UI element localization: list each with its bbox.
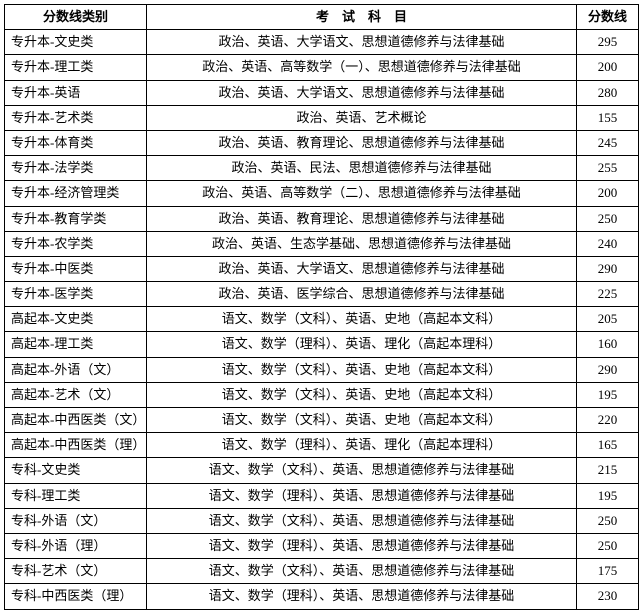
- table-row: 专升本-医学类政治、英语、医学综合、思想道德修养与法律基础225: [5, 282, 639, 307]
- subjects-cell: 语文、数学（文科）、英语、思想道德修养与法律基础: [147, 458, 577, 483]
- score-cell: 245: [577, 130, 639, 155]
- score-cell: 220: [577, 408, 639, 433]
- score-cell: 250: [577, 533, 639, 558]
- score-cell: 280: [577, 80, 639, 105]
- score-cell: 230: [577, 584, 639, 609]
- subjects-cell: 政治、英语、生态学基础、思想道德修养与法律基础: [147, 231, 577, 256]
- subjects-cell: 语文、数学（理科）、英语、思想道德修养与法律基础: [147, 483, 577, 508]
- score-cell: 195: [577, 483, 639, 508]
- category-cell: 专升本-文史类: [5, 30, 147, 55]
- category-cell: 高起本-理工类: [5, 332, 147, 357]
- category-cell: 专升本-医学类: [5, 282, 147, 307]
- score-cell: 215: [577, 458, 639, 483]
- subjects-cell: 政治、英语、大学语文、思想道德修养与法律基础: [147, 256, 577, 281]
- category-cell: 专升本-英语: [5, 80, 147, 105]
- score-cell: 195: [577, 382, 639, 407]
- table-row: 高起本-中西医类（理）语文、数学（理科）、英语、理化（高起本理科）165: [5, 433, 639, 458]
- category-cell: 高起本-艺术（文）: [5, 382, 147, 407]
- subjects-cell: 语文、数学（文科）、英语、史地（高起本文科）: [147, 382, 577, 407]
- category-cell: 专升本-理工类: [5, 55, 147, 80]
- header-subjects: 考 试 科 目: [147, 5, 577, 30]
- header-score: 分数线: [577, 5, 639, 30]
- table-row: 专升本-经济管理类政治、英语、高等数学（二）、思想道德修养与法律基础200: [5, 181, 639, 206]
- table-row: 高起本-理工类语文、数学（理科）、英语、理化（高起本理科）160: [5, 332, 639, 357]
- score-cell: 200: [577, 55, 639, 80]
- category-cell: 专科-外语（文）: [5, 508, 147, 533]
- table-body: 专升本-文史类政治、英语、大学语文、思想道德修养与法律基础295专升本-理工类政…: [5, 30, 639, 609]
- score-cell: 250: [577, 206, 639, 231]
- table-row: 专升本-体育类政治、英语、教育理论、思想道德修养与法律基础245: [5, 130, 639, 155]
- category-cell: 专科-外语（理）: [5, 533, 147, 558]
- category-cell: 专科-文史类: [5, 458, 147, 483]
- subjects-cell: 语文、数学（文科）、英语、史地（高起本文科）: [147, 408, 577, 433]
- category-cell: 专升本-体育类: [5, 130, 147, 155]
- subjects-cell: 语文、数学（文科）、英语、史地（高起本文科）: [147, 357, 577, 382]
- score-cell: 175: [577, 559, 639, 584]
- subjects-cell: 语文、数学（文科）、英语、思想道德修养与法律基础: [147, 559, 577, 584]
- table-row: 专升本-理工类政治、英语、高等数学（一）、思想道德修养与法律基础200: [5, 55, 639, 80]
- subjects-cell: 语文、数学（文科）、英语、思想道德修养与法律基础: [147, 508, 577, 533]
- category-cell: 高起本-中西医类（文）: [5, 408, 147, 433]
- category-cell: 专升本-经济管理类: [5, 181, 147, 206]
- subjects-cell: 语文、数学（理科）、英语、理化（高起本理科）: [147, 332, 577, 357]
- score-cell: 165: [577, 433, 639, 458]
- category-cell: 高起本-中西医类（理）: [5, 433, 147, 458]
- category-cell: 专升本-教育学类: [5, 206, 147, 231]
- score-table: 分数线类别 考 试 科 目 分数线 专升本-文史类政治、英语、大学语文、思想道德…: [4, 4, 639, 610]
- table-row: 专科-理工类语文、数学（理科）、英语、思想道德修养与法律基础195: [5, 483, 639, 508]
- subjects-cell: 政治、英语、高等数学（二）、思想道德修养与法律基础: [147, 181, 577, 206]
- subjects-cell: 语文、数学（文科）、英语、史地（高起本文科）: [147, 307, 577, 332]
- score-cell: 290: [577, 357, 639, 382]
- table-row: 专升本-教育学类政治、英语、教育理论、思想道德修养与法律基础250: [5, 206, 639, 231]
- subjects-cell: 政治、英语、大学语文、思想道德修养与法律基础: [147, 30, 577, 55]
- table-row: 专升本-文史类政治、英语、大学语文、思想道德修养与法律基础295: [5, 30, 639, 55]
- table-row: 专科-中西医类（理）语文、数学（理科）、英语、思想道德修养与法律基础230: [5, 584, 639, 609]
- subjects-cell: 政治、英语、艺术概论: [147, 105, 577, 130]
- table-row: 高起本-文史类语文、数学（文科）、英语、史地（高起本文科）205: [5, 307, 639, 332]
- table-row: 高起本-中西医类（文）语文、数学（文科）、英语、史地（高起本文科）220: [5, 408, 639, 433]
- category-cell: 专升本-艺术类: [5, 105, 147, 130]
- table-header-row: 分数线类别 考 试 科 目 分数线: [5, 5, 639, 30]
- category-cell: 专科-理工类: [5, 483, 147, 508]
- subjects-cell: 政治、英语、教育理论、思想道德修养与法律基础: [147, 206, 577, 231]
- table-row: 高起本-艺术（文）语文、数学（文科）、英语、史地（高起本文科）195: [5, 382, 639, 407]
- table-row: 专科-文史类语文、数学（文科）、英语、思想道德修养与法律基础215: [5, 458, 639, 483]
- table-row: 专科-艺术（文）语文、数学（文科）、英语、思想道德修养与法律基础175: [5, 559, 639, 584]
- category-cell: 专科-中西医类（理）: [5, 584, 147, 609]
- subjects-cell: 政治、英语、教育理论、思想道德修养与法律基础: [147, 130, 577, 155]
- score-cell: 155: [577, 105, 639, 130]
- table-row: 专升本-艺术类政治、英语、艺术概论155: [5, 105, 639, 130]
- table-row: 专升本-法学类政治、英语、民法、思想道德修养与法律基础255: [5, 156, 639, 181]
- subjects-cell: 语文、数学（理科）、英语、思想道德修养与法律基础: [147, 584, 577, 609]
- score-cell: 200: [577, 181, 639, 206]
- category-cell: 专升本-中医类: [5, 256, 147, 281]
- subjects-cell: 政治、英语、民法、思想道德修养与法律基础: [147, 156, 577, 181]
- subjects-cell: 语文、数学（理科）、英语、理化（高起本理科）: [147, 433, 577, 458]
- score-cell: 290: [577, 256, 639, 281]
- table-row: 专科-外语（文）语文、数学（文科）、英语、思想道德修养与法律基础250: [5, 508, 639, 533]
- table-row: 高起本-外语（文）语文、数学（文科）、英语、史地（高起本文科）290: [5, 357, 639, 382]
- table-row: 专升本-中医类政治、英语、大学语文、思想道德修养与法律基础290: [5, 256, 639, 281]
- table-row: 专升本-农学类政治、英语、生态学基础、思想道德修养与法律基础240: [5, 231, 639, 256]
- score-cell: 250: [577, 508, 639, 533]
- subjects-cell: 政治、英语、大学语文、思想道德修养与法律基础: [147, 80, 577, 105]
- table-row: 专升本-英语政治、英语、大学语文、思想道德修养与法律基础280: [5, 80, 639, 105]
- category-cell: 专升本-农学类: [5, 231, 147, 256]
- score-cell: 160: [577, 332, 639, 357]
- category-cell: 专升本-法学类: [5, 156, 147, 181]
- category-cell: 高起本-文史类: [5, 307, 147, 332]
- category-cell: 高起本-外语（文）: [5, 357, 147, 382]
- score-cell: 225: [577, 282, 639, 307]
- score-cell: 295: [577, 30, 639, 55]
- subjects-cell: 政治、英语、医学综合、思想道德修养与法律基础: [147, 282, 577, 307]
- subjects-cell: 政治、英语、高等数学（一）、思想道德修养与法律基础: [147, 55, 577, 80]
- score-cell: 240: [577, 231, 639, 256]
- category-cell: 专科-艺术（文）: [5, 559, 147, 584]
- subjects-cell: 语文、数学（理科）、英语、思想道德修养与法律基础: [147, 533, 577, 558]
- header-category: 分数线类别: [5, 5, 147, 30]
- score-cell: 205: [577, 307, 639, 332]
- score-cell: 255: [577, 156, 639, 181]
- table-row: 专科-外语（理）语文、数学（理科）、英语、思想道德修养与法律基础250: [5, 533, 639, 558]
